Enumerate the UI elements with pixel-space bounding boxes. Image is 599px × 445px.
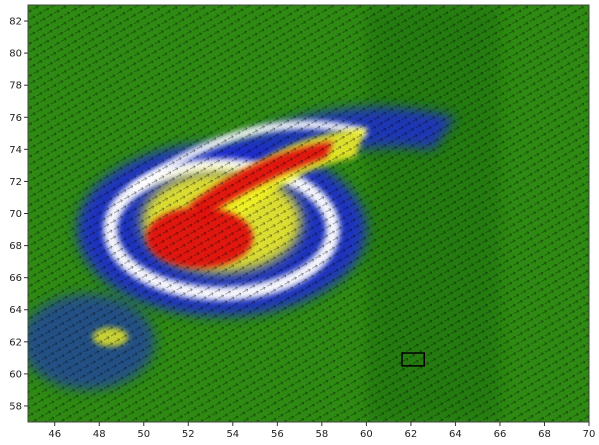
y-tick-label: 66 (9, 273, 22, 284)
x-tick-label: 70 (583, 429, 596, 440)
x-tick-label: 58 (315, 429, 328, 440)
y-tick-label: 60 (9, 369, 22, 380)
plot-area (28, 5, 589, 422)
x-tick-label: 54 (226, 429, 239, 440)
x-tick-label: 60 (360, 429, 373, 440)
x-tick-label: 46 (48, 429, 61, 440)
y-tick-label: 80 (9, 49, 22, 60)
y-tick-label: 82 (9, 17, 22, 28)
y-tick-label: 78 (9, 81, 22, 92)
x-tick-label: 56 (271, 429, 284, 440)
y-tick-label: 76 (9, 113, 22, 124)
y-tick-label: 62 (9, 337, 22, 348)
x-tick-label: 64 (449, 429, 462, 440)
y-tick-label: 64 (9, 305, 22, 316)
vector-arrows (28, 5, 589, 422)
x-tick-label: 62 (405, 429, 418, 440)
y-tick-label: 72 (9, 177, 22, 188)
x-axis: 46 48 50 52 54 56 58 60 62 64 66 68 70 (48, 422, 595, 440)
y-tick-label: 70 (9, 209, 22, 220)
x-tick-label: 52 (182, 429, 195, 440)
x-tick-label: 68 (538, 429, 551, 440)
y-tick-label: 74 (9, 145, 22, 156)
x-tick-label: 66 (494, 429, 507, 440)
x-tick-label: 48 (93, 429, 106, 440)
y-axis: 58 60 62 64 66 68 70 72 74 76 78 80 82 (9, 17, 28, 412)
x-tick-label: 50 (137, 429, 150, 440)
y-tick-label: 68 (9, 241, 22, 252)
y-tick-label: 58 (9, 401, 22, 412)
marker-box (401, 352, 426, 367)
